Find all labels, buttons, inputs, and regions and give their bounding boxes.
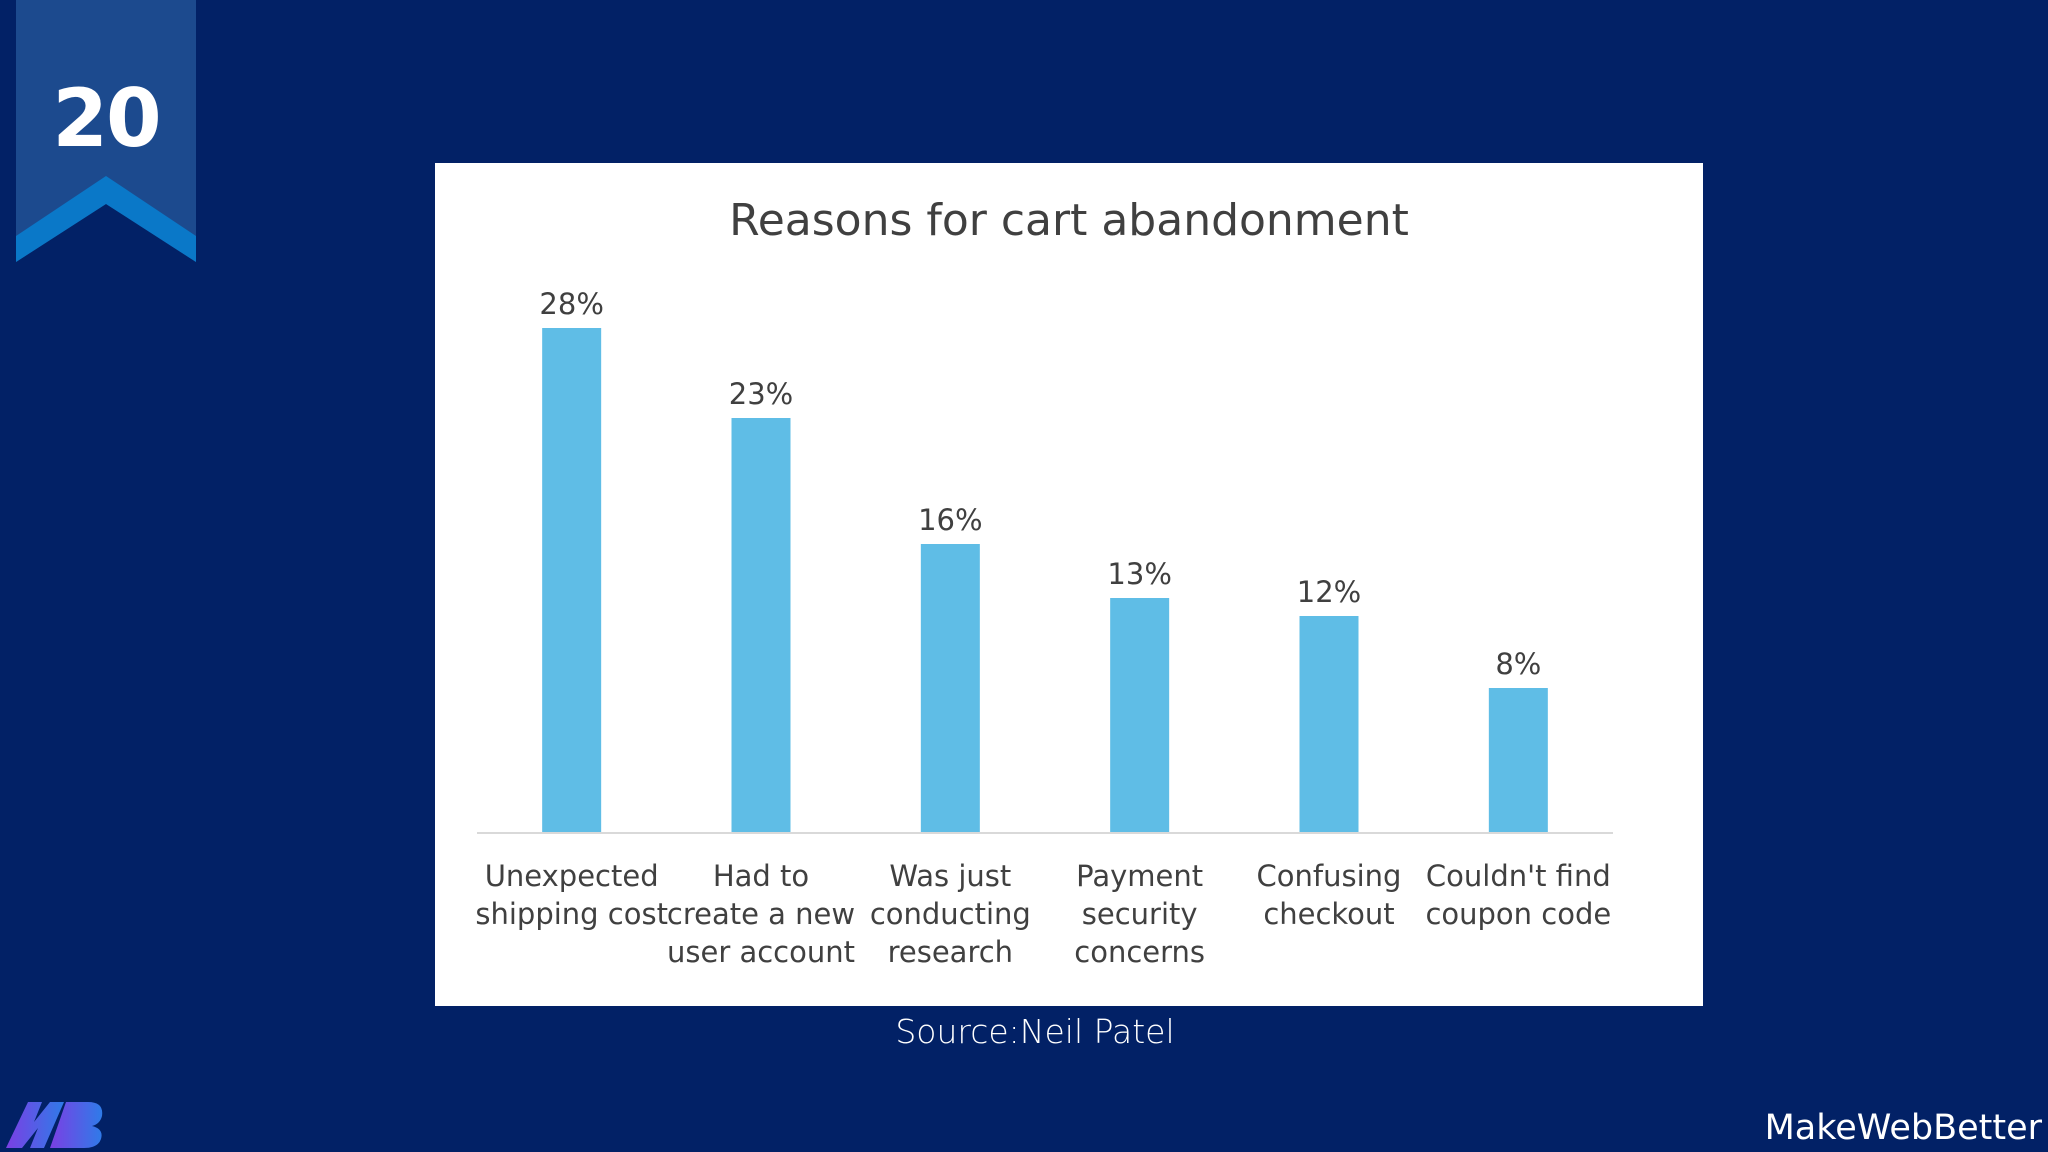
bar-5 [1299,616,1359,832]
data-label-6: 8% [1495,647,1541,681]
data-label-5: 12% [1297,575,1361,609]
source-caption: Source:Neil Patel [895,1012,1175,1051]
bar-2 [731,418,791,832]
tick-label-3: Was just conducting research [870,859,1031,969]
data-label-4: 13% [1107,557,1171,591]
chart-card: Reasons for cart abandonment 28% Unexpecte… [435,163,1703,1006]
makewebbetter-logo-icon [6,1102,103,1148]
data-label-3: 16% [918,503,982,537]
data-label-1: 28% [539,287,603,321]
data-label-2: 23% [729,377,793,411]
tick-label-1: Unexpected shipping cost [475,859,668,931]
ribbon-bookmark-icon [16,0,196,262]
tick-label-5: Confusing checkout [1257,859,1402,931]
slide-number: 20 [52,72,161,165]
chart-title: Reasons for cart abandonment [729,195,1409,246]
tick-label-2: Had to create a new user account [667,859,855,969]
bar-chart: Reasons for cart abandonment 28% Unexpecte… [475,195,1613,969]
bar-1 [542,328,602,832]
tick-label-4: Payment security concerns [1074,859,1205,969]
slide-number-badge: 20 [16,0,196,262]
bar-3 [920,544,980,832]
bar-6 [1488,688,1548,832]
bar-4 [1110,598,1170,832]
tick-label-6: Couldn't find coupon code [1425,859,1611,931]
brand-name: MakeWebBetter [1764,1108,2042,1148]
